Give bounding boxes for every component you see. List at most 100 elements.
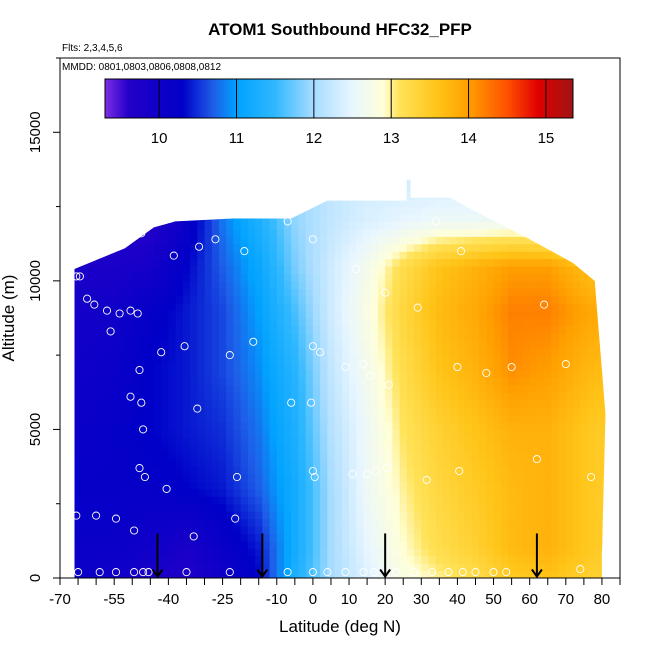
field-cell — [103, 474, 112, 483]
field-cell — [262, 429, 271, 438]
field-cell — [320, 392, 328, 401]
field-cell — [139, 179, 148, 185]
field-cell — [125, 251, 133, 260]
field-cell — [161, 266, 169, 275]
field-cell — [544, 526, 552, 535]
field-cell — [226, 266, 235, 275]
field-cell — [146, 206, 155, 215]
field-cell — [450, 474, 459, 483]
field-cell — [269, 340, 278, 349]
field-cell — [508, 191, 516, 200]
field-cell — [428, 377, 437, 386]
field-cell — [442, 429, 451, 438]
field-cell — [146, 496, 155, 505]
field-cell — [594, 325, 603, 334]
field-cell — [110, 340, 119, 349]
field-cell — [161, 199, 169, 208]
field-cell — [197, 451, 206, 460]
field-cell — [479, 526, 487, 535]
field-cell — [464, 280, 473, 289]
field-cell — [320, 266, 328, 275]
field-cell — [529, 280, 538, 289]
field-cell — [349, 548, 357, 557]
colorbar: 10 11 12 13 14 15 — [104, 78, 574, 147]
field-cell — [269, 179, 278, 185]
field-cell — [182, 570, 191, 578]
field-cell — [96, 422, 104, 431]
field-cell — [349, 191, 357, 200]
field-cell — [262, 362, 271, 371]
field-cell — [298, 540, 307, 549]
field-cell — [211, 451, 220, 460]
field-cell — [276, 384, 285, 393]
field-cell — [515, 451, 524, 460]
field-cell — [428, 555, 437, 564]
field-cell — [168, 548, 177, 557]
field-cell — [551, 355, 560, 364]
field-cell — [428, 206, 437, 215]
field-cell — [414, 422, 422, 431]
field-cell — [341, 407, 350, 416]
field-cell — [414, 288, 422, 297]
field-cell — [450, 310, 459, 319]
sample-point — [162, 484, 171, 493]
sample-point — [90, 300, 99, 309]
field-cell — [334, 422, 343, 431]
field-cell — [377, 555, 386, 564]
field-cell — [544, 310, 552, 319]
field-cell — [305, 555, 314, 564]
field-cell — [544, 370, 552, 379]
field-cell — [204, 429, 213, 438]
field-cell — [341, 533, 350, 542]
field-cell — [247, 488, 256, 497]
field-cell — [580, 266, 589, 275]
field-cell — [88, 340, 97, 349]
field-cell — [471, 555, 480, 564]
field-cell — [385, 362, 393, 371]
sample-point — [428, 568, 437, 577]
field-cell — [276, 436, 285, 445]
field-cell — [204, 414, 213, 423]
field-cell — [226, 362, 235, 371]
field-cell — [276, 459, 285, 468]
field-cell — [544, 355, 552, 364]
y-tick-label: 5000 — [27, 413, 44, 446]
field-cell — [580, 526, 589, 535]
field-cell — [161, 295, 169, 304]
field-cell — [377, 533, 386, 542]
field-cell — [536, 526, 545, 535]
field-cell — [298, 295, 307, 304]
field-cell — [190, 318, 198, 327]
field-cell — [479, 474, 487, 483]
field-cell — [341, 355, 350, 364]
field-cell — [471, 384, 480, 393]
field-cell — [544, 362, 552, 371]
field-cell — [110, 503, 119, 512]
field-cell — [117, 548, 126, 557]
field-cell — [269, 362, 278, 371]
sample-point — [111, 514, 121, 523]
field-cell — [435, 251, 444, 260]
field-cell — [587, 496, 596, 505]
field-cell — [464, 474, 473, 483]
field-cell — [551, 318, 560, 327]
field-cell — [442, 436, 451, 445]
field-cell — [529, 191, 538, 200]
field-cell — [471, 518, 480, 527]
field-cell — [601, 503, 606, 512]
field-cell — [421, 206, 430, 215]
field-cell — [240, 503, 249, 512]
field-cell — [349, 526, 357, 535]
field-cell — [190, 347, 198, 356]
field-cell — [182, 280, 191, 289]
field-cell — [442, 518, 451, 527]
field-cell — [414, 266, 422, 275]
field-cell — [370, 362, 379, 371]
field-cell — [161, 488, 169, 497]
field-cell — [247, 570, 256, 578]
field-cell — [255, 325, 263, 334]
field-cell — [558, 303, 567, 312]
field-cell — [442, 332, 451, 341]
field-cell — [377, 347, 386, 356]
field-cell — [334, 318, 343, 327]
